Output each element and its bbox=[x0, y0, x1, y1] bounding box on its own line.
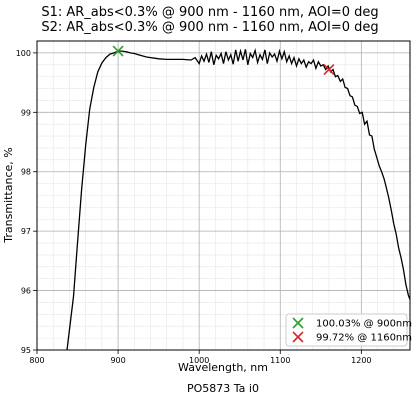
legend-swatch-start bbox=[292, 317, 304, 329]
legend-swatch-stroke bbox=[292, 331, 304, 343]
chart-title-line-2: S2: AR_abs<0.3% @ 900 nm - 1160 nm, AOI=… bbox=[41, 20, 378, 35]
chart-title-line-1: S1: AR_abs<0.3% @ 900 nm - 1160 nm, AOI=… bbox=[41, 5, 378, 20]
legend: 100.03% @ 900nm 99.72% @ 1160nm bbox=[285, 313, 412, 347]
y-tick-label: 100 bbox=[16, 49, 31, 58]
minor-grid bbox=[37, 40, 411, 350]
y-tick-label: 98 bbox=[21, 168, 31, 177]
y-axis-ticks: 95 96 97 98 99 100 bbox=[16, 49, 37, 355]
y-tick-label: 97 bbox=[21, 227, 31, 236]
plot-frame bbox=[36, 40, 411, 351]
legend-label: 100.03% @ 900nm bbox=[316, 319, 412, 330]
x-axis-label: Wavelength, nm bbox=[178, 361, 268, 374]
legend-swatch-end bbox=[292, 331, 304, 343]
chart-caption: PO5873 Ta i0 bbox=[187, 382, 259, 395]
x-tick-label: 1100 bbox=[270, 356, 290, 365]
y-tick-label: 99 bbox=[21, 108, 31, 117]
highlight-markers bbox=[112, 45, 335, 76]
y-tick-label: 95 bbox=[21, 346, 31, 355]
legend-swatch-stroke bbox=[292, 317, 304, 329]
x-tick-label: 800 bbox=[29, 356, 44, 365]
x-tick-label: 900 bbox=[110, 356, 125, 365]
marker-end-x bbox=[323, 63, 335, 76]
marker-stroke bbox=[323, 63, 335, 76]
transmittance-series-line bbox=[66, 48, 411, 351]
legend-label: 99.72% @ 1160nm bbox=[316, 333, 412, 344]
marker-stroke bbox=[112, 45, 124, 57]
x-tick-label: 1200 bbox=[351, 356, 371, 365]
x-axis-ticks: 800 900 1000 1100 1200 bbox=[29, 350, 372, 365]
legend-box bbox=[285, 313, 408, 347]
y-tick-label: 96 bbox=[21, 287, 31, 296]
marker-start-x bbox=[112, 45, 124, 57]
y-axis-label: Transmittance, % bbox=[2, 147, 15, 243]
x-tick-label: 1000 bbox=[189, 356, 209, 365]
